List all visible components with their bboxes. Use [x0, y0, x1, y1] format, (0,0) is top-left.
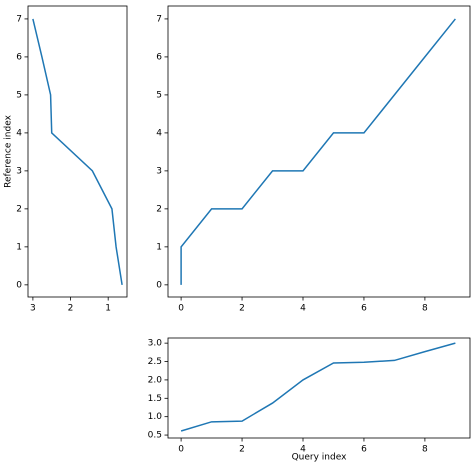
- y-tick-label: 4: [156, 128, 162, 138]
- y-tick-label: 0.5: [148, 431, 162, 441]
- x-tick-label: 8: [422, 304, 428, 314]
- y-tick-label: 2.5: [148, 357, 162, 367]
- x-tick-label: 4: [300, 445, 306, 455]
- x-tick-label: 6: [361, 445, 367, 455]
- y-tick-label: 0: [156, 280, 162, 290]
- line: [180, 18, 456, 285]
- y-tick-label: 1: [156, 242, 162, 252]
- axes-frame: [167, 5, 471, 298]
- x-axis-label: Query index: [292, 453, 348, 463]
- x-tick-label: 1: [105, 304, 111, 314]
- x-tick-label: 6: [361, 304, 367, 314]
- y-tick-label: 7: [156, 14, 162, 24]
- axes-frame: [27, 5, 128, 298]
- y-tick-label: 4: [16, 128, 22, 138]
- y-tick-label: 1.5: [148, 394, 162, 404]
- x-tick-label: 3: [30, 304, 36, 314]
- y-tick-label: 3: [16, 166, 22, 176]
- x-tick-label: 2: [68, 304, 74, 314]
- x-tick-label: 2: [239, 445, 245, 455]
- y-tick-label: 6: [156, 52, 162, 62]
- y-tick-label: 3: [156, 166, 162, 176]
- x-tick-label: 8: [422, 445, 428, 455]
- y-tick-label: 6: [16, 52, 22, 62]
- y-tick-label: 1.0: [148, 412, 163, 422]
- line: [32, 18, 123, 285]
- y-tick-label: 7: [16, 14, 22, 24]
- y-tick-label: 0: [16, 280, 22, 290]
- y-tick-label: 5: [16, 90, 22, 100]
- y-tick-label: 5: [156, 90, 162, 100]
- x-tick-label: 2: [239, 304, 245, 314]
- y-tick-label: 2: [16, 204, 22, 214]
- x-tick-label: 0: [178, 304, 184, 314]
- x-tick-label: 0: [178, 445, 184, 455]
- y-tick-label: 2.0: [148, 375, 163, 385]
- x-tick-label: 4: [300, 304, 306, 314]
- y-tick-label: 2: [156, 204, 162, 214]
- y-tick-label: 1: [16, 242, 22, 252]
- axes-frame: [167, 337, 471, 439]
- y-axis-label: Reference index: [4, 114, 14, 187]
- y-tick-label: 3.0: [148, 339, 163, 349]
- line: [180, 342, 456, 432]
